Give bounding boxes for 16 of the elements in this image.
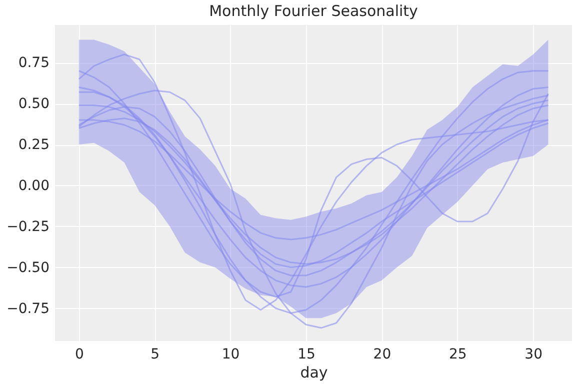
y-tick-label: −0.50 [6,260,50,276]
x-tick-label: 20 [373,346,392,362]
y-tick-label: 0.50 [18,96,50,112]
y-tick-label: 0.75 [18,55,50,72]
chart-title: Monthly Fourier Seasonality [209,2,418,20]
x-tick-label: 30 [524,346,543,362]
x-axis-title: day [300,364,328,382]
x-tick-label: 15 [298,346,316,362]
y-tick-label: 0.25 [18,137,50,154]
x-tick-label: 5 [150,346,160,362]
x-tick-label: 25 [448,346,467,362]
y-tick-label: 0.00 [18,178,50,194]
x-tick-label: 0 [74,346,84,362]
y-tick-label: −0.25 [6,218,50,235]
x-tick-label: 10 [222,346,240,362]
y-tick-label: −0.75 [6,300,50,317]
